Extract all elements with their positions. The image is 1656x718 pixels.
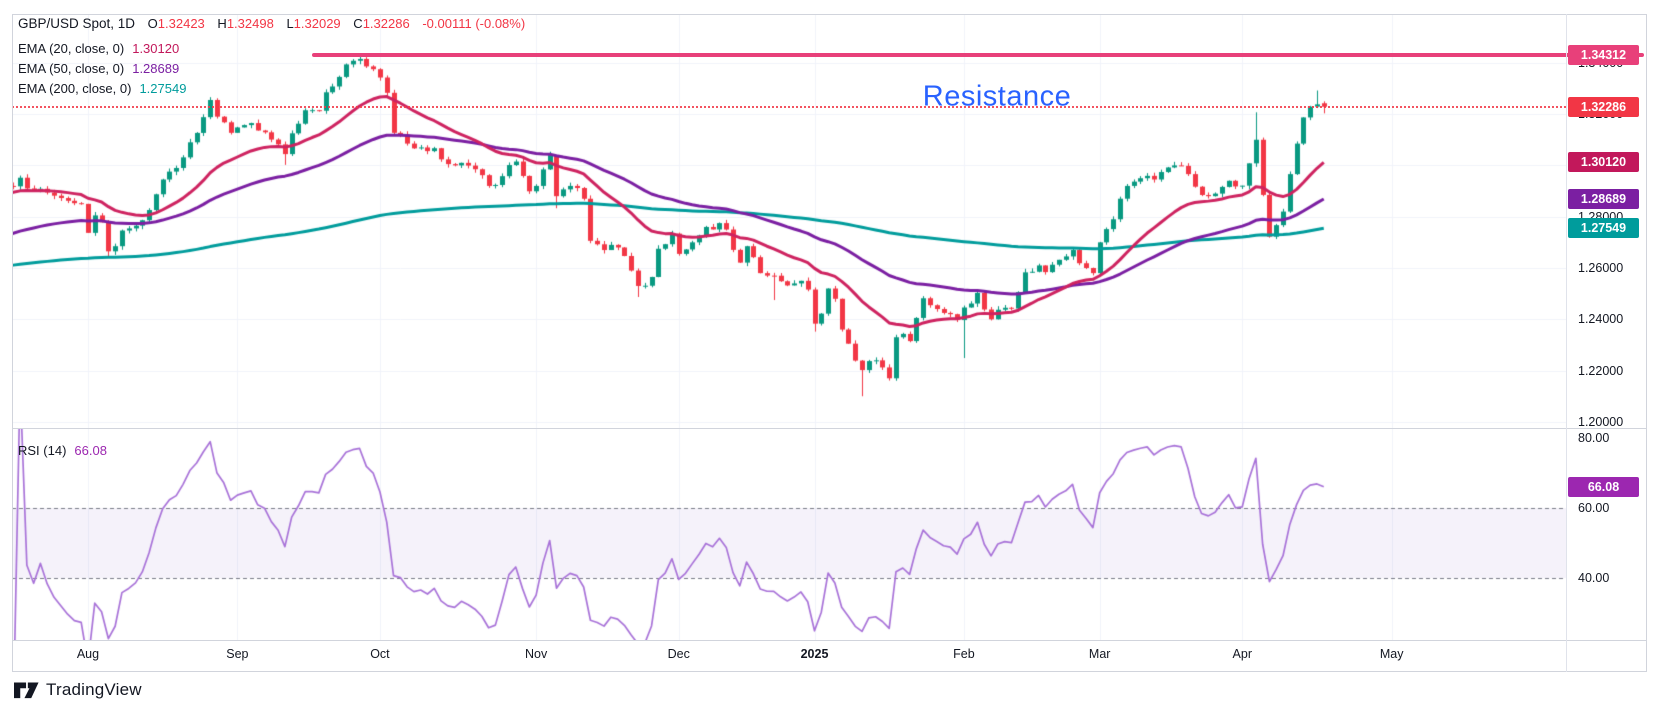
ema50-value: 1.28689: [132, 61, 180, 76]
ohlc-low-value: 1.32029: [293, 16, 341, 31]
ema20-price-badge: 1.30120: [1568, 152, 1639, 173]
time-axis-label: May: [1379, 647, 1404, 661]
pane-separator[interactable]: [12, 428, 1646, 429]
price-axis-label: 1.20000: [1578, 414, 1624, 429]
ema200-price-badge: 1.27549: [1568, 218, 1639, 239]
time-axis-label: 2025: [800, 647, 829, 661]
ohlc-low-label: L: [286, 16, 294, 31]
symbol-legend-row[interactable]: GBP/USD Spot, 1D O1.32423 H1.32498 L1.32…: [18, 15, 525, 33]
ema50-price-badge: 1.28689: [1568, 189, 1639, 210]
resistance-trendline[interactable]: [312, 52, 1644, 57]
rsi-axis-label: 60.00: [1578, 501, 1610, 515]
ohlc-open-value: 1.32423: [157, 16, 205, 31]
time-axis-label: Apr: [1232, 647, 1252, 661]
time-axis-label: Feb: [953, 647, 975, 661]
tradingview-logo-icon: [14, 681, 39, 700]
ema20-legend-row[interactable]: EMA (20, close, 0) 1.30120: [18, 40, 179, 58]
time-axis-label: Oct: [370, 647, 390, 661]
ema50-legend-row[interactable]: EMA (50, close, 0) 1.28689: [18, 60, 179, 78]
ohlc-high-label: H: [217, 16, 227, 31]
ema50-label: EMA (50, close, 0): [18, 61, 125, 76]
last-price-dotted-line: [12, 105, 1566, 108]
change-value: -0.00111 (-0.08%): [422, 16, 526, 31]
resistance-price-badge: 1.34312: [1568, 44, 1639, 65]
price-axis-label: 1.24000: [1578, 312, 1624, 327]
time-axis-label: Mar: [1088, 647, 1111, 661]
rsi-axis-label: 40.00: [1578, 571, 1610, 585]
symbol-title: GBP/USD Spot, 1D: [18, 16, 136, 31]
time-axis-label: Aug: [76, 647, 100, 661]
ema200-value: 1.27549: [139, 81, 187, 96]
rsi-legend-row[interactable]: RSI (14) 66.08: [18, 442, 107, 460]
resistance-annotation[interactable]: Resistance: [922, 80, 1072, 113]
ohlc-open-label: O: [147, 16, 158, 31]
rsi-value-badge: 66.08: [1568, 476, 1639, 497]
ohlc-close-value: 1.32286: [362, 16, 410, 31]
time-axis-separator: [12, 640, 1646, 641]
price-axis-separator: [1566, 14, 1567, 672]
ohlc-high-value: 1.32498: [226, 16, 274, 31]
time-axis-label: Dec: [667, 647, 690, 661]
rsi-label: RSI (14): [18, 443, 67, 458]
tradingview-wordmark: TradingView: [46, 680, 142, 699]
ema200-label: EMA (200, close, 0): [18, 81, 132, 96]
price-axis-label: 1.26000: [1578, 261, 1624, 275]
time-axis-label: Nov: [524, 647, 548, 661]
main-price-chart-canvas[interactable]: [12, 14, 1566, 428]
rsi-axis-label: 80.00: [1578, 431, 1610, 445]
ema20-label: EMA (20, close, 0): [18, 41, 125, 56]
rsi-indicator-canvas[interactable]: [12, 428, 1566, 640]
rsi-value: 66.08: [74, 443, 107, 458]
price-axis-label: 1.22000: [1578, 363, 1624, 378]
tradingview-attribution[interactable]: TradingView: [14, 680, 142, 700]
last-price-badge: 1.32286: [1568, 96, 1639, 117]
ema200-legend-row[interactable]: EMA (200, close, 0) 1.27549: [18, 80, 186, 98]
time-axis-label: Sep: [226, 647, 249, 661]
ohlc-close-label: C: [353, 16, 363, 31]
ema20-value: 1.30120: [132, 41, 180, 56]
